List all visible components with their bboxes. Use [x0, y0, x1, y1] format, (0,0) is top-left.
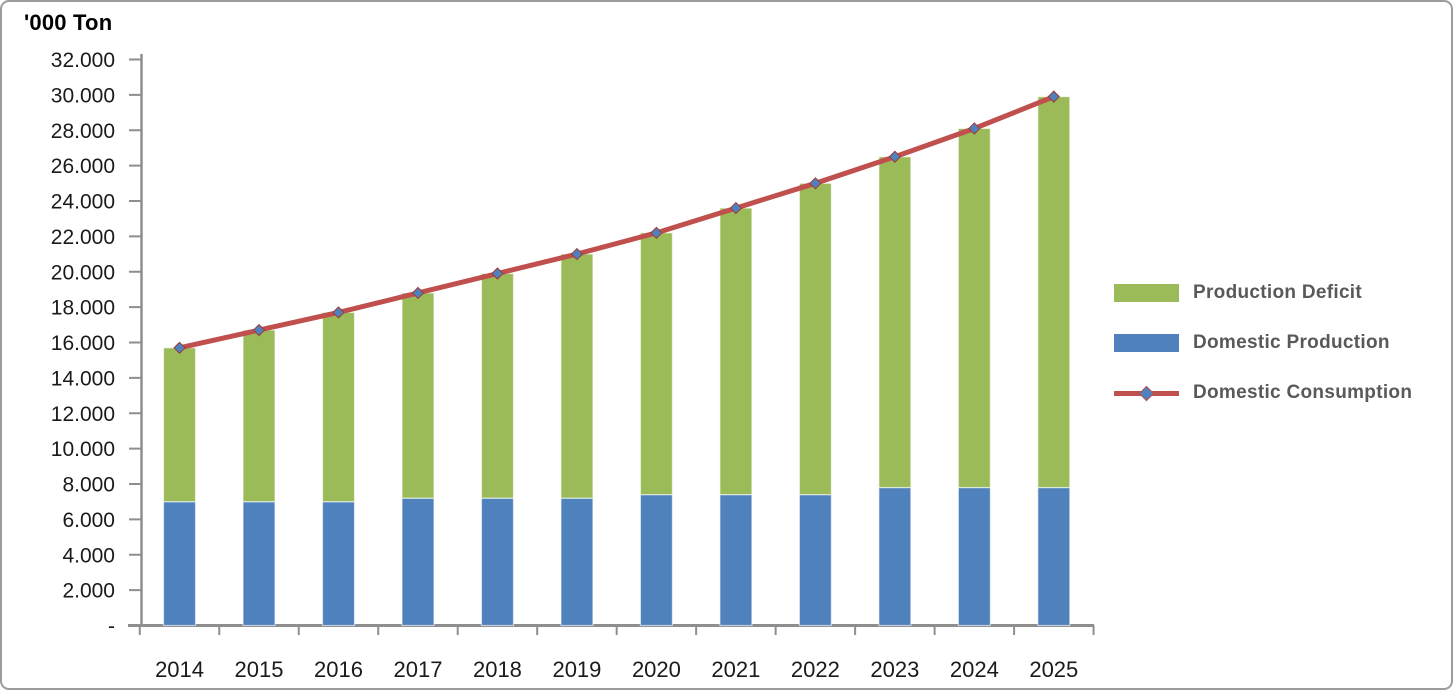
legend-item-domestic-production: Domestic Production [1114, 329, 1412, 357]
consumption-marker [252, 323, 266, 337]
bar-segment-domestic-production [1037, 486, 1071, 627]
x-tick-label: 2019 [552, 657, 601, 682]
y-tick-label: 10.000 [51, 438, 115, 461]
consumption-marker [411, 286, 425, 300]
bar-segment-production-deficit [957, 127, 991, 489]
bar-segment-production-deficit [878, 156, 912, 489]
x-tick-label: 2022 [791, 657, 840, 682]
y-tick-label: 28.000 [51, 120, 115, 143]
legend-label-production-deficit: Production Deficit [1193, 282, 1363, 303]
y-tick-label: 4.000 [62, 544, 115, 567]
consumption-marker [968, 122, 981, 135]
legend-label-domestic-production: Domestic Production [1193, 332, 1390, 353]
bar-segment-production-deficit [560, 253, 594, 499]
consumption-line [177, 94, 1057, 351]
bar-segment-domestic-production [401, 497, 435, 627]
x-tick-label: 2015 [235, 657, 284, 682]
consumption-marker [809, 177, 822, 190]
bar-segment-production-deficit [401, 292, 435, 499]
bar-segment-domestic-production [798, 494, 832, 627]
y-tick-label: - [108, 615, 115, 638]
bar-segment-domestic-production [560, 497, 594, 627]
y-tick-label: 22.000 [51, 226, 115, 249]
bar-segment-production-deficit [719, 207, 753, 496]
diamond-marker-icon [1138, 385, 1155, 401]
bar-segment-production-deficit [162, 347, 197, 503]
y-tick-label: 14.000 [51, 367, 115, 390]
consumption-marker [491, 267, 504, 280]
y-tick-label: 32.000 [51, 49, 115, 72]
x-tick-label: 2024 [950, 657, 999, 682]
y-tick-label: 12.000 [51, 403, 115, 426]
y-tick-label: 8.000 [62, 474, 115, 497]
y-tick-label: 26.000 [51, 155, 115, 178]
x-tick-label: 2025 [1029, 657, 1078, 682]
x-tick-label: 2020 [632, 657, 681, 682]
bar-segment-domestic-production [878, 486, 912, 627]
legend-label-domestic-consumption: Domestic Consumption [1193, 382, 1413, 403]
legend-item-production-deficit: Production Deficit [1114, 279, 1412, 307]
y-tick-label: 2.000 [62, 580, 115, 603]
bar-segment-production-deficit [639, 232, 674, 496]
bar-segment-domestic-production [957, 486, 991, 627]
bar-segment-domestic-production [639, 494, 674, 627]
x-tick-label: 2016 [314, 657, 363, 682]
consumption-marker [888, 150, 902, 163]
y-tick-label: 18.000 [51, 297, 115, 320]
consumption-marker [650, 226, 663, 240]
bar-segment-domestic-production [242, 501, 276, 627]
y-axis-title: '000 Ton [24, 10, 113, 35]
bar-segment-domestic-production [162, 501, 197, 627]
x-tick-label: 2023 [870, 657, 919, 682]
x-tick-label: 2021 [711, 657, 760, 682]
legend-item-domestic-consumption: Domestic Consumption [1114, 379, 1412, 407]
legend-swatch-domestic-production [1114, 334, 1179, 352]
bar-segment-production-deficit [480, 272, 515, 499]
y-tick-label: 24.000 [51, 191, 115, 214]
x-tick-label: 2018 [473, 657, 522, 682]
consumption-marker [173, 341, 186, 355]
y-tick-label: 20.000 [51, 261, 115, 284]
x-tick-label: 2014 [155, 657, 204, 682]
bar-segment-production-deficit [242, 329, 276, 503]
legend: Production Deficit Domestic Production D… [1114, 279, 1412, 407]
bar-segment-domestic-production [480, 497, 515, 627]
consumption-marker [332, 306, 345, 319]
consumption-marker [570, 247, 584, 261]
y-tick-label: 6.000 [62, 509, 115, 532]
x-tick-label: 2017 [394, 657, 443, 682]
legend-swatch-production-deficit [1114, 284, 1179, 302]
consumption-marker [1047, 90, 1061, 103]
y-tick-label: 16.000 [51, 332, 115, 355]
legend-swatch-domestic-consumption [1114, 384, 1179, 402]
bar-segment-domestic-production [719, 494, 753, 627]
consumption-marker [729, 201, 743, 215]
bar-segment-production-deficit [1037, 96, 1071, 489]
bar-segment-production-deficit [321, 311, 356, 503]
y-tick-label: 30.000 [51, 84, 115, 107]
bar-segment-production-deficit [798, 182, 832, 496]
bar-segment-domestic-production [321, 501, 356, 627]
